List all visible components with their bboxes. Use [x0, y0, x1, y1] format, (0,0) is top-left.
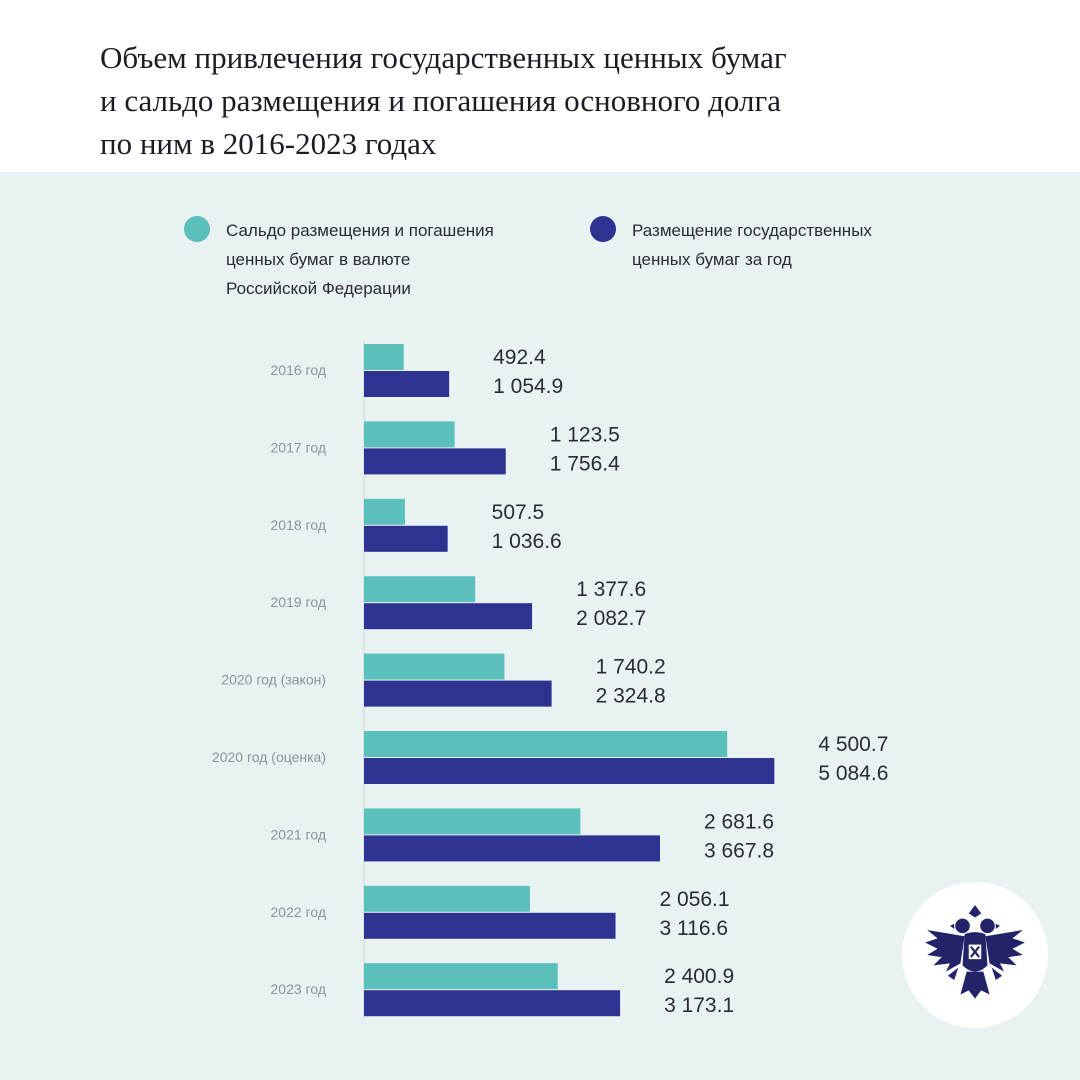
- value-label-placement: 1 756.4: [550, 452, 620, 475]
- value-label-placement: 2 324.8: [596, 685, 666, 708]
- bar-saldo: [364, 653, 505, 680]
- bar-saldo: [364, 808, 581, 835]
- category-label: 2022 год: [271, 904, 326, 920]
- bar-placement: [364, 525, 448, 552]
- value-label-saldo: 2 056.1: [660, 888, 730, 911]
- value-label-saldo: 2 400.9: [664, 965, 734, 988]
- bar-saldo: [364, 963, 558, 990]
- bar-placement: [364, 990, 621, 1017]
- legend-item-placement: Размещение государственных ценных бумаг …: [590, 216, 970, 276]
- category-label: 2016 год: [271, 362, 326, 378]
- legend-label-saldo: Сальдо размещения и погашения ценных бум…: [226, 221, 494, 298]
- value-label-placement: 1 054.9: [493, 375, 563, 398]
- bar-saldo: [364, 576, 476, 603]
- bar-placement: [364, 680, 552, 707]
- page-title: Объем привлечения государственных ценных…: [100, 40, 787, 161]
- bar-saldo: [364, 498, 405, 525]
- value-label-saldo: 4 500.7: [818, 733, 888, 756]
- value-label-placement: 3 173.1: [664, 994, 734, 1017]
- value-label-placement: 2 082.7: [576, 607, 646, 630]
- value-label-saldo: 1 377.6: [576, 578, 646, 601]
- chart-panel: Сальдо размещения и погашения ценных бум…: [0, 172, 1080, 1080]
- legend-swatch-teal: [184, 216, 210, 242]
- bar-saldo: [364, 731, 728, 757]
- bar-placement: [364, 912, 616, 939]
- category-label: 2019 год: [271, 594, 326, 610]
- category-label: 2020 год (закон): [221, 672, 326, 688]
- bars-layer: 2016 год 492.4 1 054.9 2017 год 1 123.5 1 756…: [212, 340, 888, 1019]
- value-label-saldo: 507.5: [492, 501, 545, 524]
- category-label: 2021 год: [271, 826, 326, 842]
- bar-placement: [364, 603, 533, 630]
- category-label: 2018 год: [271, 517, 326, 533]
- bar-placement: [364, 448, 506, 475]
- bar-saldo: [364, 421, 455, 448]
- legend-swatch-navy: [590, 216, 616, 242]
- bar-placement: [364, 758, 775, 784]
- logo-badge: [902, 882, 1048, 1028]
- value-label-saldo: 2 681.6: [704, 810, 774, 833]
- value-label-placement: 1 036.6: [492, 530, 562, 553]
- value-label-placement: 3 116.6: [660, 917, 729, 940]
- value-label-placement: 3 667.8: [704, 839, 774, 862]
- category-label: 2020 год (оценка): [212, 749, 326, 765]
- legend-label-placement: Размещение государственных ценных бумаг …: [632, 221, 872, 269]
- legend-item-saldo: Сальдо размещения и погашения ценных бум…: [184, 216, 564, 306]
- double-headed-eagle-icon: [925, 905, 1025, 999]
- bar-saldo: [364, 344, 404, 370]
- bar-placement: [364, 835, 660, 862]
- value-label-saldo: 1 740.2: [596, 656, 666, 679]
- value-label-saldo: 1 123.5: [550, 423, 620, 446]
- value-label-saldo: 492.4: [493, 346, 546, 369]
- value-label-placement: 5 084.6: [818, 762, 888, 785]
- bar-saldo: [364, 885, 530, 912]
- bar-placement: [364, 371, 450, 397]
- category-label: 2023 год: [271, 981, 326, 997]
- category-label: 2017 год: [271, 439, 326, 455]
